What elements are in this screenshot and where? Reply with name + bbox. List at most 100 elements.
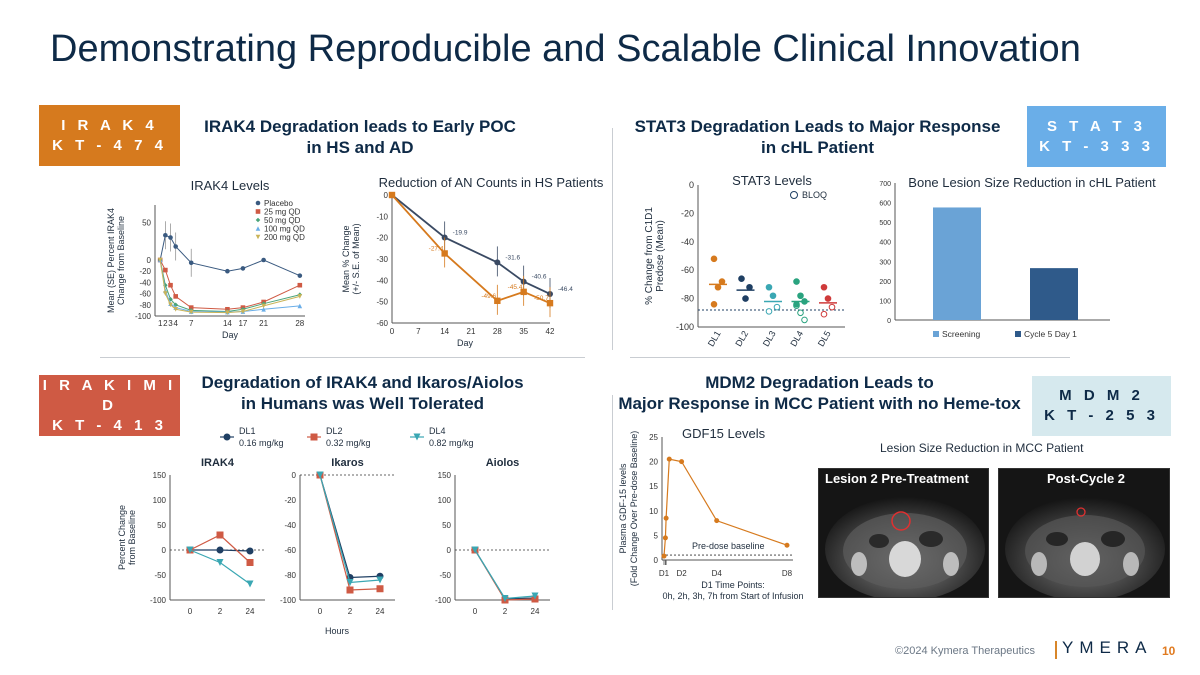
data-point <box>828 303 836 311</box>
y-tick-label: -80 <box>139 301 151 310</box>
y-tick-label: -100 <box>435 596 452 605</box>
data-point <box>718 278 726 285</box>
chart-ikaros: Ikaros 0 -20 -40 -60 -80 -100 0 2 24 Hours <box>280 457 395 636</box>
data-point <box>261 306 266 312</box>
data-point <box>246 547 254 555</box>
legend-label: 100 mg QD <box>264 225 305 234</box>
y-axis-label: Percent Change <box>117 505 127 570</box>
page-title: Demonstrating Reproducible and Scalable … <box>50 28 1081 70</box>
data-point <box>297 282 303 288</box>
ct-scan-pre-treatment: Lesion 2 Pre-Treatment <box>818 468 989 598</box>
chart-title: Aiolos <box>486 457 520 469</box>
series-line <box>319 474 381 591</box>
data-point <box>801 316 808 324</box>
x-axis-label: 0h, 2h, 3h, 7h from Start of Infusion <box>662 591 803 601</box>
x-tick-label: 7 <box>189 319 194 328</box>
series-line <box>319 474 381 584</box>
x-tick-label: 7 <box>416 327 421 336</box>
images-title: Lesion Size Reduction in MCC Patient <box>880 441 1084 455</box>
y-axis-label: Plasma GDF-15 levels <box>618 463 628 554</box>
x-tick-label: 24 <box>246 607 255 616</box>
section-heading-irak4: IRAK4 Degradation leads to Early POC in … <box>204 117 516 157</box>
data-point <box>157 257 163 263</box>
legend-label: BLOQ <box>802 190 827 200</box>
irakimid-legend: DL1 0.16 mg/kg DL2 0.32 mg/kg DL4 0.82 mg/kg <box>220 426 474 448</box>
x-tick-label: 24 <box>531 607 540 616</box>
data-point <box>531 592 539 600</box>
data-point <box>376 585 384 593</box>
y-tick-label: -50 <box>154 571 166 580</box>
chart-title: IRAK4 <box>201 457 235 469</box>
bar <box>933 207 981 320</box>
y-tick-label: -10 <box>376 212 388 221</box>
x-tick-label: DL4 <box>788 329 805 348</box>
legend-marker <box>933 331 939 337</box>
data-point <box>346 579 354 586</box>
x-tick-label: 14 <box>223 319 232 328</box>
kymera-logo: YMERA <box>1062 638 1153 657</box>
y-tick-label: -100 <box>150 596 167 605</box>
data-point <box>297 273 303 278</box>
x-tick-label: 21 <box>259 319 268 328</box>
y-tick-label: -100 <box>676 322 694 332</box>
chart-title: IRAK4 Levels <box>191 178 270 193</box>
data-point <box>661 553 667 559</box>
x-tick-label: 0 <box>390 327 395 336</box>
bar <box>1030 268 1078 320</box>
x-tick-label: DL5 <box>816 329 833 348</box>
data-label: -31.6 <box>505 254 520 261</box>
y-axis-label: from Baseline <box>127 510 137 565</box>
legend-marker <box>255 209 261 214</box>
y-tick-label: -60 <box>376 319 388 328</box>
y-axis-label: (Fold Change Over Pre-dose Baseline) <box>629 431 639 587</box>
x-tick-label: D2 <box>676 569 687 578</box>
chart-irak4-levels: IRAK4 Levels 50 0 -20 -40 -60 -80 -100 1 2 3 4 7 14 17… <box>106 178 305 340</box>
data-label: -19.9 <box>453 229 468 236</box>
x-tick-label: DL3 <box>761 329 778 348</box>
y-tick-label: -60 <box>681 265 694 275</box>
chart-gdf15: GDF15 Levels 0 5 10 15 20 25 D1 D2 D4 D8 Pre-dose b… <box>618 426 804 601</box>
x-tick-label: DL2 <box>733 329 750 348</box>
data-point <box>793 300 800 308</box>
legend-marker <box>255 217 261 223</box>
y-axis-label: Mean (SE) Percent IRAK4 <box>106 208 116 313</box>
x-tick-label: DL1 <box>706 329 723 348</box>
data-point <box>173 306 178 312</box>
y-tick-label: 0 <box>447 546 452 555</box>
legend-label: Screening <box>942 329 981 339</box>
data-point <box>666 456 672 462</box>
series-line <box>159 259 300 313</box>
data-point <box>297 294 303 299</box>
y-tick-label: 25 <box>649 433 658 442</box>
y-tick-label: 100 <box>438 496 452 505</box>
x-tick-label: 17 <box>238 319 247 328</box>
y-tick-label: 0 <box>654 556 659 565</box>
x-tick-label: 1 <box>158 319 163 328</box>
y-tick-label: -100 <box>135 312 152 321</box>
series-line <box>474 549 536 601</box>
data-point <box>765 308 773 315</box>
data-label: -50.7 <box>534 295 549 302</box>
data-label: -46.4 <box>558 286 573 293</box>
y-tick-label: -20 <box>284 496 296 505</box>
legend-marker <box>1015 331 1021 337</box>
legend-label: 200 mg QD <box>264 233 305 242</box>
y-tick-label: 600 <box>879 201 891 208</box>
data-label: -45.4 <box>508 284 523 291</box>
section-heading-mdm2: MDM2 Degradation Leads to Major Response… <box>618 373 1021 413</box>
series-line <box>474 549 536 600</box>
y-tick-label: -50 <box>439 571 451 580</box>
data-point <box>225 310 230 315</box>
data-point <box>163 291 168 296</box>
data-point <box>261 257 266 263</box>
y-tick-label: 200 <box>879 279 891 286</box>
y-axis-label: (+/- S.E. of Mean) <box>351 223 361 294</box>
x-axis-label: D1 Time Points: <box>701 580 765 590</box>
legend-marker <box>413 433 421 441</box>
x-tick-label: 3 <box>168 319 173 328</box>
y-tick-label: 500 <box>879 220 891 227</box>
page-number: 10 <box>1162 644 1176 658</box>
data-label: -49.6 <box>481 293 496 300</box>
data-point <box>471 546 479 554</box>
x-axis-label: Hours <box>325 626 350 636</box>
